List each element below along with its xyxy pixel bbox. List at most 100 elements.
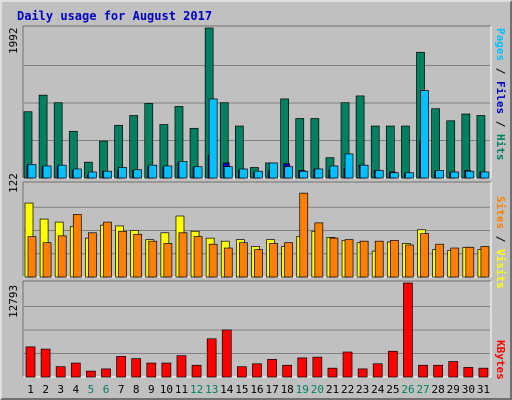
day-label: 2 bbox=[42, 383, 49, 396]
kbytes-bar bbox=[161, 362, 172, 378]
pages-bar bbox=[27, 164, 37, 179]
kbytes-bar bbox=[267, 359, 277, 378]
sites-bar bbox=[344, 239, 354, 278]
legend-part: Files bbox=[494, 81, 507, 114]
hits-bar bbox=[385, 125, 395, 179]
sites-bar bbox=[118, 230, 127, 278]
pages-bar bbox=[193, 166, 203, 179]
hits-bar bbox=[476, 115, 486, 179]
sites-bar bbox=[208, 243, 218, 278]
sites-bar bbox=[329, 237, 339, 278]
day-label: 25 bbox=[386, 383, 399, 396]
kbytes-bar bbox=[327, 367, 338, 378]
day-label: 22 bbox=[341, 383, 354, 396]
pages-bar bbox=[148, 164, 158, 179]
kbytes-bar bbox=[342, 351, 353, 378]
day-label: 15 bbox=[235, 383, 248, 396]
sites-bar bbox=[178, 232, 188, 278]
pages-bar bbox=[435, 170, 444, 179]
pages-bar bbox=[72, 168, 82, 179]
sites-bar bbox=[374, 240, 384, 278]
sites-bar bbox=[223, 247, 233, 278]
pages-bar bbox=[88, 171, 97, 179]
kbytes-bar bbox=[448, 361, 459, 378]
kbytes-bar bbox=[433, 364, 443, 378]
day-label: 8 bbox=[133, 383, 140, 396]
kbytes-bar bbox=[403, 282, 413, 378]
day-label: 1 bbox=[27, 383, 34, 396]
sites-bar bbox=[133, 233, 143, 278]
sites-bar bbox=[314, 222, 324, 278]
day-label: 24 bbox=[371, 383, 385, 396]
day-label: 27 bbox=[416, 383, 429, 396]
hits-bar bbox=[446, 120, 456, 179]
day-label: 31 bbox=[477, 383, 490, 396]
sites-bar bbox=[103, 221, 112, 278]
pages-bar bbox=[208, 98, 218, 179]
pages-bar bbox=[344, 153, 354, 179]
sites-bar bbox=[57, 235, 67, 278]
pages-bar bbox=[374, 170, 384, 179]
kbytes-bar bbox=[282, 364, 292, 378]
hits-bar bbox=[401, 125, 410, 179]
day-label: 14 bbox=[220, 383, 234, 396]
kbytes-bar bbox=[372, 363, 383, 378]
day-label: 13 bbox=[205, 383, 218, 396]
day-label: 30 bbox=[462, 383, 475, 396]
day-label: 9 bbox=[148, 383, 155, 396]
pages-bar bbox=[359, 164, 369, 179]
day-label: 17 bbox=[265, 383, 278, 396]
day-label: 4 bbox=[73, 383, 80, 396]
pages-bar bbox=[118, 167, 127, 179]
day-label: 21 bbox=[326, 383, 339, 396]
legend-part: Hits bbox=[494, 134, 507, 161]
kbytes-bar bbox=[101, 368, 111, 378]
visits-sites-panel bbox=[22, 181, 492, 278]
kbytes-bar bbox=[146, 362, 157, 378]
sites-bar bbox=[72, 214, 82, 278]
sites-bar bbox=[359, 240, 369, 278]
kbytes-bar bbox=[312, 356, 323, 378]
day-label: 5 bbox=[88, 383, 95, 396]
day-label: 16 bbox=[250, 383, 263, 396]
pages-bar bbox=[329, 165, 339, 179]
day-label: 6 bbox=[103, 383, 110, 396]
bottom-panel-max-label: 12793 bbox=[7, 285, 20, 318]
legend-part: / bbox=[494, 61, 507, 81]
day-label: 10 bbox=[160, 383, 173, 396]
hits-bar bbox=[461, 113, 471, 179]
kbytes-bar bbox=[116, 356, 126, 378]
kbytes-bar bbox=[70, 362, 81, 378]
day-label: 7 bbox=[118, 383, 125, 396]
sites-bar bbox=[269, 243, 278, 278]
pages-bar bbox=[314, 168, 324, 179]
sites-bar bbox=[163, 243, 173, 278]
kbytes-bar bbox=[55, 366, 66, 378]
pages-bar bbox=[450, 171, 460, 179]
pages-bar bbox=[254, 170, 263, 179]
pages-bar bbox=[103, 170, 112, 179]
hits-bar bbox=[38, 94, 48, 179]
pages-bar bbox=[57, 164, 67, 179]
kbytes-bar bbox=[357, 368, 368, 378]
kbytes-bar bbox=[418, 364, 428, 378]
sites-bar bbox=[299, 192, 309, 278]
pages-bar bbox=[465, 170, 475, 179]
hits-bar bbox=[129, 115, 139, 179]
pages-bar bbox=[269, 162, 278, 179]
pages-bar bbox=[163, 165, 173, 179]
legend-part: KBytes bbox=[494, 340, 507, 380]
pages-bar bbox=[178, 161, 188, 179]
sites-bar bbox=[88, 232, 97, 278]
legend-part: Sites bbox=[494, 196, 507, 229]
kbytes-bar bbox=[237, 366, 247, 378]
pages-bar bbox=[284, 166, 293, 179]
mid-panel-max-label: 122 bbox=[7, 173, 20, 193]
kbytes-bar bbox=[191, 364, 202, 378]
kbytes-bar bbox=[463, 367, 474, 378]
day-label: 12 bbox=[190, 383, 203, 396]
kbytes-bar bbox=[221, 329, 232, 378]
sites-bar bbox=[239, 242, 248, 278]
kbytes-bar bbox=[387, 350, 398, 378]
